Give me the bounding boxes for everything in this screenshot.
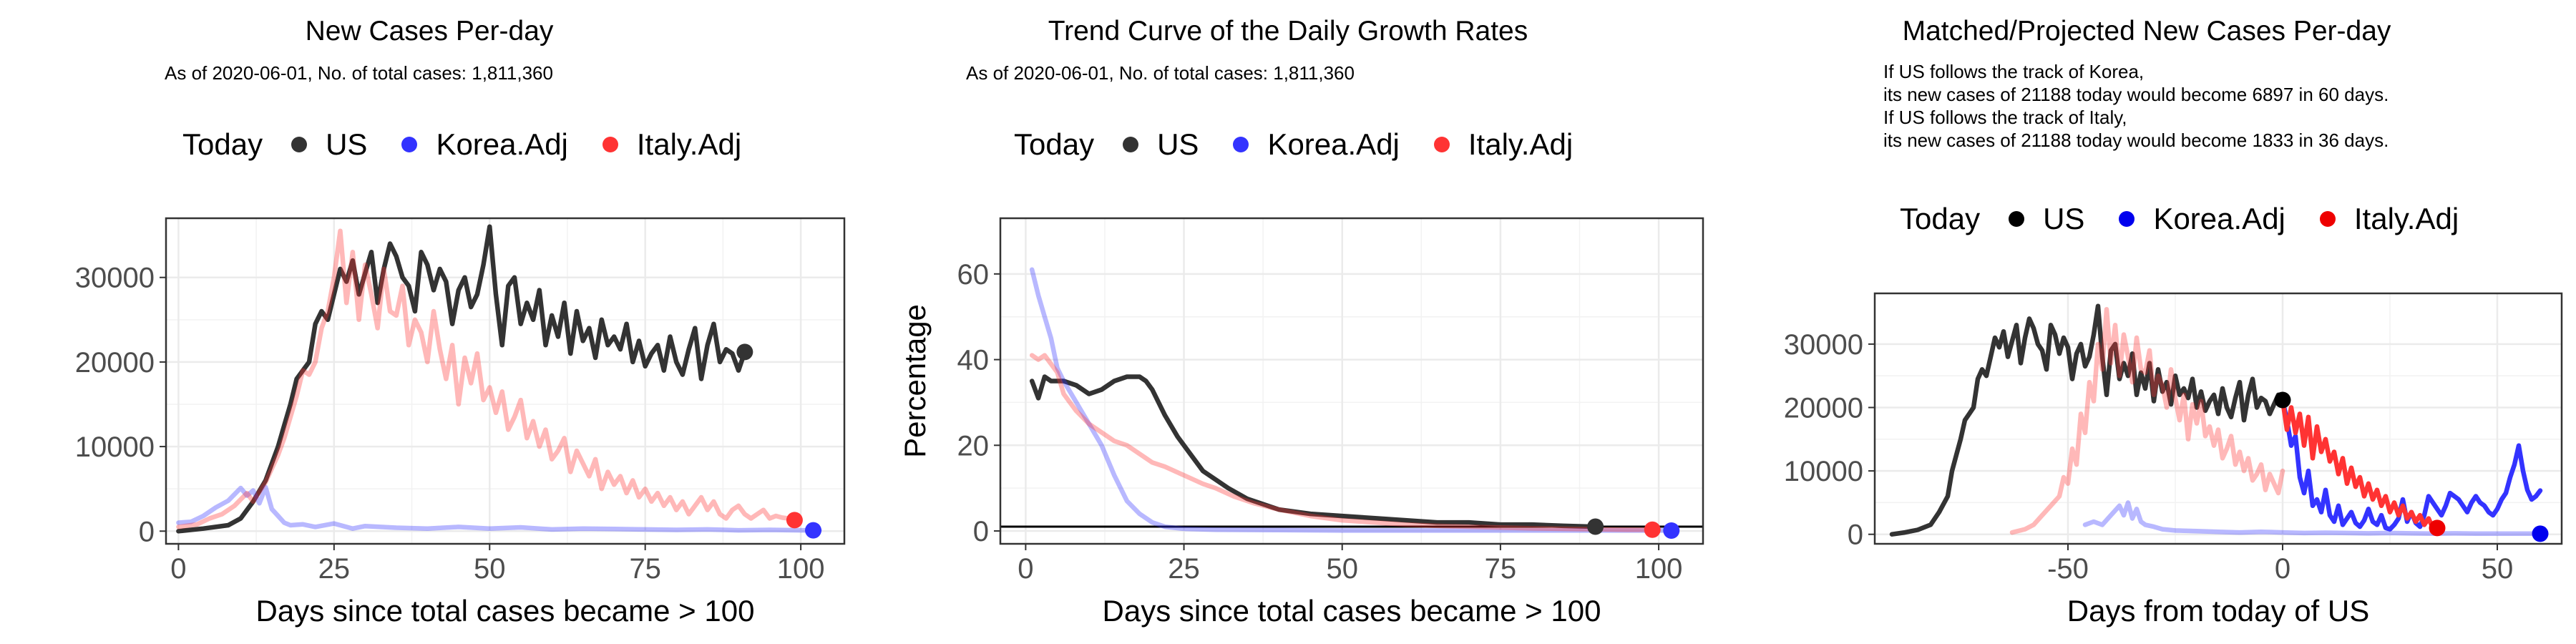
plot-area	[176, 224, 822, 539]
chart-subtitle: As of 2020-06-01, No. of total cases: 1,…	[966, 62, 1355, 84]
legend-title: Today	[1014, 127, 1095, 161]
subtitle-line: its new cases of 21188 today would becom…	[1883, 84, 2389, 105]
chart-legend: Today US Korea.Adj Italy.Adj	[1014, 127, 1607, 162]
series-line-us	[1029, 374, 1598, 530]
x-axis-label: Days from today of US	[2067, 594, 2369, 628]
y-tick-label: 10000	[1784, 456, 1863, 487]
x-tick-label: 75	[1485, 553, 1517, 585]
subtitle-line: If US follows the track of Korea,	[1883, 61, 2145, 82]
grid-lines	[166, 218, 844, 544]
x-tick-label: -50	[2047, 553, 2089, 585]
series-line-korea-adj	[1029, 267, 1674, 533]
x-tick-label: 100	[1635, 553, 1683, 585]
x-tick-label: 25	[1168, 553, 1200, 585]
chart-legend: Today US Korea.Adj Italy.Adj	[1900, 202, 2493, 236]
legend-korea-dot-icon	[2119, 211, 2135, 227]
series-line-italy-adj	[2009, 306, 2285, 535]
y-tick-label: 40	[957, 345, 990, 376]
chart-plot-growth-rates: 0 25 50 75 100 0 20 40 60 Days since total cases …	[898, 217, 1704, 628]
legend-italy-label: Italy.Adj	[2353, 202, 2459, 235]
x-tick-label: 0	[2275, 553, 2290, 585]
plot-border	[1873, 292, 2563, 545]
subtitle-line: If US follows the track of Italy,	[1883, 107, 2127, 128]
legend-us-label: US	[1157, 127, 1199, 161]
legend-korea-label: Korea.Adj	[1267, 127, 1400, 161]
x-tick-label: 0	[1018, 553, 1033, 585]
today-point-korea-adj	[805, 522, 822, 539]
today-point-us	[736, 343, 753, 361]
legend-us-dot-icon	[1123, 137, 1139, 152]
legend-us-label: US	[2043, 202, 2085, 235]
series-line-us	[176, 224, 748, 534]
chart-plot-projected: -50 0 50 0 10000 20000 30000 Days from today of…	[1784, 292, 2563, 628]
grid-lines	[1000, 218, 1703, 544]
chart-subtitle: As of 2020-06-01, No. of total cases: 1,…	[165, 62, 553, 84]
today-point-italy-adj	[786, 512, 803, 529]
legend-italy-label: Italy.Adj	[636, 127, 742, 161]
legend-us-label: US	[326, 127, 368, 161]
series-line-italy-adj	[176, 228, 797, 530]
chart-title: Trend Curve of the Daily Growth Rates	[1048, 16, 1528, 47]
series-line-italy-projection	[2280, 397, 2440, 531]
series-line-korea-adj	[176, 484, 822, 533]
x-tick-label: 100	[777, 553, 825, 585]
x-axis-label: Days since total cases became > 100	[256, 594, 755, 628]
y-tick-label: 30000	[75, 263, 155, 294]
chart-panel-new-cases: New Cases Per-day As of 2020-06-01, No. …	[0, 0, 859, 644]
subtitle-line: As of 2020-06-01, No. of total cases: 1,…	[165, 62, 553, 84]
y-tick-label: 20000	[75, 347, 155, 379]
legend-us-dot-icon	[291, 137, 308, 152]
x-tick-label: 50	[2482, 553, 2514, 585]
series-line-us	[1889, 303, 2285, 537]
legend-title: Today	[1900, 202, 1981, 235]
grid-lines	[1875, 293, 2562, 544]
y-axis-label: Percentage	[898, 304, 932, 458]
legend-korea-label: Korea.Adj	[2153, 202, 2285, 235]
chart-panel-projected: Matched/Projected New Cases Per-day If U…	[1717, 0, 2576, 644]
legend-italy-dot-icon	[1433, 137, 1450, 152]
y-tick-label: 30000	[1784, 329, 1863, 361]
legend-title: Today	[182, 127, 263, 161]
chart-title: New Cases Per-day	[305, 16, 554, 47]
x-tick-label: 50	[474, 553, 506, 585]
legend-korea-dot-icon	[401, 137, 418, 152]
chart-plot-new-cases: 0 25 50 75 100 0 10000 20000 30000 Days since tot…	[75, 217, 846, 628]
legend-korea-dot-icon	[1233, 137, 1249, 152]
y-tick-label: 10000	[75, 431, 155, 463]
plot-area	[1000, 267, 1703, 539]
x-tick-label: 25	[318, 553, 351, 585]
legend-italy-dot-icon	[602, 137, 618, 152]
x-axis-label: Days since total cases became > 100	[1103, 594, 1601, 628]
subtitle-line: its new cases of 21188 today would becom…	[1883, 130, 2389, 151]
today-point-us	[1587, 518, 1604, 535]
chart-panel-growth-rates: Trend Curve of the Daily Growth Rates As…	[859, 0, 1717, 644]
chart-legend: Today US Korea.Adj Italy.Adj	[182, 127, 776, 162]
legend-italy-dot-icon	[2319, 211, 2336, 227]
legend-us-dot-icon	[2009, 211, 2025, 227]
x-tick-label: 0	[170, 553, 186, 585]
x-tick-label: 75	[629, 553, 661, 585]
chart-title: Matched/Projected New Cases Per-day	[1902, 16, 2391, 47]
y-tick-label: 20	[957, 430, 990, 462]
today-point-us	[2274, 391, 2291, 409]
plot-border	[165, 217, 846, 545]
today-point-korea-adj	[2532, 525, 2549, 542]
y-tick-label: 0	[1848, 519, 1863, 551]
plot-area	[1889, 303, 2549, 542]
y-tick-label: 0	[139, 516, 155, 547]
subtitle-line: As of 2020-06-01, No. of total cases: 1,…	[966, 62, 1355, 84]
plot-border	[999, 217, 1704, 545]
legend-korea-label: Korea.Adj	[436, 127, 568, 161]
chart-subtitle: If US follows the track of Korea, its new…	[1883, 60, 2389, 152]
y-tick-label: 20000	[1784, 392, 1863, 424]
today-point-italy-adj	[2429, 519, 2446, 537]
legend-italy-label: Italy.Adj	[1468, 127, 1574, 161]
today-point-korea-adj	[1663, 522, 1680, 539]
y-tick-label: 0	[973, 516, 989, 547]
x-tick-label: 50	[1326, 553, 1358, 585]
y-tick-label: 60	[957, 259, 990, 291]
today-point-italy-adj	[1644, 521, 1661, 538]
series-line-italy-adj	[1029, 353, 1655, 532]
